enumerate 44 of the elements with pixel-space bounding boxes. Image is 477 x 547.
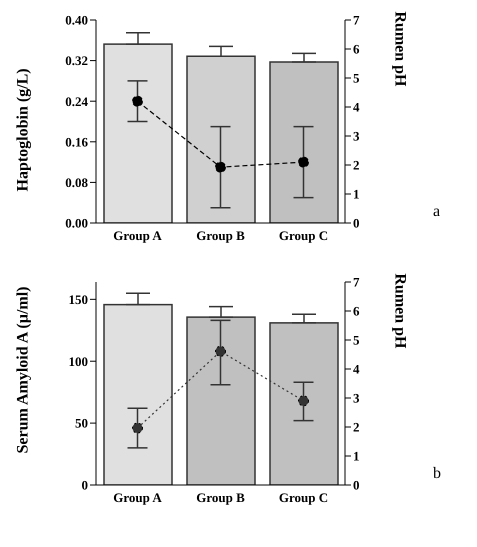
x-tick-label: Group C [278, 228, 328, 244]
y-axis-title: Serum Amyloid A (µ/ml) [14, 286, 32, 454]
text: a [433, 203, 440, 221]
y-tick-label: 0.16 [65, 134, 88, 150]
y-tick-label: 150 [68, 292, 88, 307]
y2-axis-title: Rumen pH [391, 11, 408, 88]
point [132, 422, 143, 434]
y-tick-label: 100 [68, 354, 88, 369]
y2-tick-label: 5 [353, 332, 360, 348]
y2-tick-label: 4 [353, 100, 360, 115]
point [132, 96, 143, 107]
x-tick-label: Group A [113, 228, 162, 244]
x-tick-label: Group B [196, 490, 246, 506]
y2-tick-label: 6 [353, 304, 360, 319]
y-tick-label: 50 [75, 416, 88, 431]
x-tick-label: Group A [113, 490, 162, 506]
y2-tick-label: 4 [353, 362, 360, 377]
y-tick-label: 0.00 [65, 216, 88, 231]
x-tick-label: Group C [278, 490, 328, 506]
y-tick-label: 0.24 [65, 94, 88, 109]
text: b [433, 465, 441, 483]
y2-tick-label: 2 [353, 158, 360, 173]
x-tick-label: Group B [196, 228, 246, 244]
y2-tick-label: 1 [353, 186, 360, 202]
y-tick-label: 0.32 [65, 53, 88, 68]
y2-tick-label: 0 [353, 216, 360, 231]
point [215, 162, 226, 173]
y2-tick-label: 3 [353, 390, 360, 406]
y2-tick-label: 5 [353, 70, 360, 86]
point [298, 395, 309, 406]
point [215, 346, 226, 357]
y2-tick-label: 6 [353, 42, 360, 57]
y2-tick-label: 3 [353, 128, 360, 144]
y2-tick-label: 0 [353, 478, 360, 493]
y2-axis-title: Rumen pH [391, 273, 408, 350]
y-tick-label: 0.08 [65, 175, 88, 190]
y-tick-label: 0.40 [65, 12, 88, 28]
y2-tick-label: 7 [353, 274, 360, 290]
y-axis-title: Haptoglobin (g/L) [14, 68, 32, 192]
y2-tick-label: 2 [353, 420, 360, 435]
y-tick-label: 0 [82, 478, 88, 493]
y2-tick-label: 1 [353, 448, 360, 464]
y2-tick-label: 7 [353, 12, 360, 28]
point [298, 156, 309, 168]
